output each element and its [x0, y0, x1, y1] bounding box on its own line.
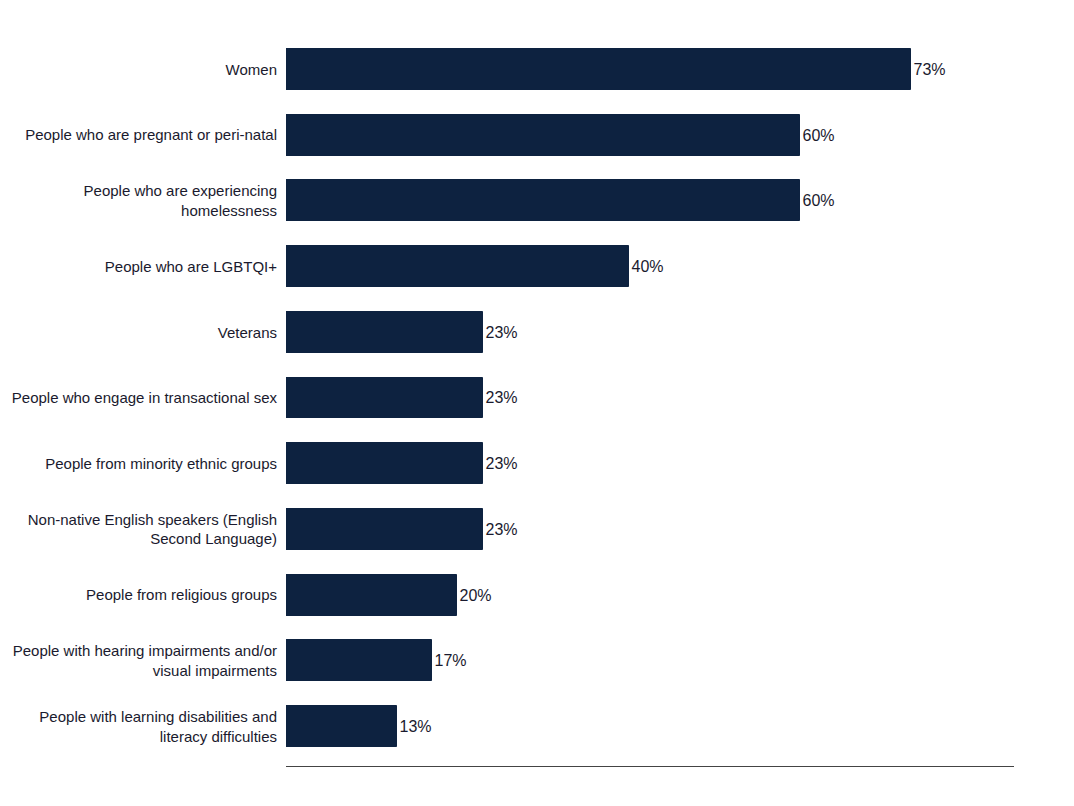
svg-text:Veterans: Veterans — [218, 324, 277, 341]
svg-text:People who are pregnant or per: People who are pregnant or peri-natal — [25, 126, 277, 143]
svg-text:People from religious groups: People from religious groups — [86, 586, 277, 603]
svg-text:40%: 40% — [632, 258, 664, 275]
svg-text:23%: 23% — [486, 455, 518, 472]
svg-text:23%: 23% — [486, 521, 518, 538]
svg-text:60%: 60% — [803, 127, 835, 144]
svg-text:Women: Women — [226, 61, 277, 78]
svg-text:20%: 20% — [460, 587, 492, 604]
svg-text:People who engage in transacti: People who engage in transactional sex — [12, 389, 278, 406]
svg-text:People who are LGBTQI+: People who are LGBTQI+ — [105, 258, 277, 275]
svg-text:23%: 23% — [486, 389, 518, 406]
svg-text:Non-native English speakers (E: Non-native English speakers (EnglishSeco… — [28, 511, 277, 548]
svg-text:17%: 17% — [435, 652, 467, 669]
svg-text:23%: 23% — [486, 324, 518, 341]
svg-text:People with hearing impairment: People with hearing impairments and/orvi… — [13, 642, 277, 679]
svg-text:People from minority ethnic gr: People from minority ethnic groups — [45, 455, 277, 472]
svg-text:73%: 73% — [914, 61, 946, 78]
svg-text:60%: 60% — [803, 192, 835, 209]
svg-text:13%: 13% — [400, 718, 432, 735]
svg-text:People who are experiencinghom: People who are experiencinghomelessness — [84, 182, 277, 219]
svg-text:People with learning disabilit: People with learning disabilities andlit… — [39, 708, 277, 745]
